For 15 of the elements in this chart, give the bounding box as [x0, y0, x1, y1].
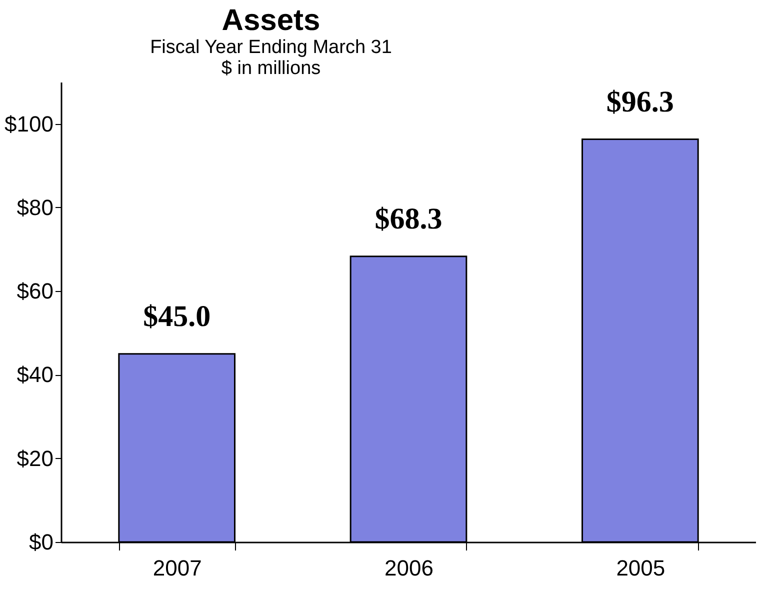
- x-tick-label: 2005: [616, 556, 666, 580]
- x-tick-label: 2006: [384, 556, 434, 580]
- text: $ in millions: [221, 58, 321, 79]
- chart-title: Assets: [222, 4, 320, 37]
- y-tick-label: $40: [16, 362, 54, 388]
- y-tick-label: $0: [29, 530, 54, 554]
- y-tick-label: $20: [16, 446, 54, 471]
- data-label: $68.3: [374, 202, 442, 236]
- x-tick-label: 2007: [152, 556, 202, 580]
- data-label: $45.0: [143, 300, 211, 333]
- y-tick-label: $100: [4, 111, 54, 136]
- y-tick-label: $60: [16, 278, 54, 304]
- chart-subtitle: Fiscal Year Ending March 31: [150, 37, 392, 58]
- y-tick-label: $80: [16, 194, 54, 220]
- data-label: $96.3: [606, 85, 674, 118]
